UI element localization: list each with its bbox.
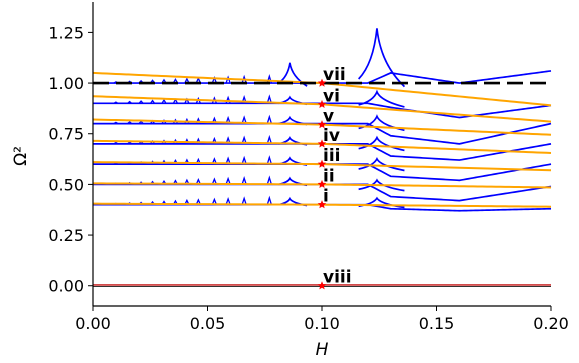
blue-resonance-spike xyxy=(266,114,273,124)
star-marker xyxy=(317,120,327,129)
blue-resonance-spike xyxy=(195,96,201,104)
x-tick-label: 0.05 xyxy=(190,314,226,333)
blue-resonance-spike xyxy=(127,100,133,104)
x-ticks: 0.00 0.05 0.10 0.15 0.20 xyxy=(75,306,569,333)
star-marker xyxy=(317,159,327,168)
blue-resonance-spike xyxy=(225,75,231,84)
star-marker xyxy=(317,78,327,87)
marker-label: iii xyxy=(323,146,340,166)
blue-curve xyxy=(93,143,552,161)
star-marker xyxy=(317,200,327,209)
y-axis-label: Ω² xyxy=(11,146,31,166)
blue-resonance-spike xyxy=(138,100,144,104)
blue-resonance-spike xyxy=(211,177,218,185)
blue-resonance-spike xyxy=(161,98,167,104)
blue-resonance-spike xyxy=(127,121,133,125)
x-tick-label: 0.20 xyxy=(533,314,569,333)
blue-resonance-spike xyxy=(225,176,231,185)
star-marker xyxy=(317,281,327,290)
blue-resonance-spike xyxy=(266,195,273,205)
blue-resonance-peak xyxy=(358,28,406,88)
blue-resonance-spike xyxy=(266,175,273,185)
blue-resonance-spike xyxy=(241,196,247,205)
blue-resonance-spike xyxy=(113,121,119,125)
marker-label: vi xyxy=(323,86,340,106)
blue-resonance-spike xyxy=(149,99,156,104)
x-tick-label: 0.10 xyxy=(304,314,340,333)
marker-label: ii xyxy=(323,166,335,186)
blue-resonance-spike xyxy=(241,155,247,165)
x-tick-label: 0.15 xyxy=(419,314,455,333)
blue-resonance-spike xyxy=(195,178,201,185)
blue-curve xyxy=(93,163,552,182)
marker-label: viii xyxy=(323,268,352,288)
blue-resonance-spike xyxy=(266,94,273,104)
y-tick-label: 1.25 xyxy=(48,23,84,42)
y-tick-label: 1.00 xyxy=(48,74,84,93)
y-tick-label: 0.00 xyxy=(48,277,84,296)
blue-resonance-spike xyxy=(266,155,273,165)
marker-label: iv xyxy=(323,126,340,146)
blue-resonance-spike xyxy=(241,135,247,145)
blue-resonance-spike xyxy=(113,101,119,104)
y-ticks: 0.00 0.25 0.50 0.75 1.00 1.25 xyxy=(48,23,93,296)
blue-resonance-peak xyxy=(358,178,405,192)
blue-resonance-spike xyxy=(184,77,190,84)
y-tick-label: 0.50 xyxy=(48,175,84,194)
x-tick-label: 0.00 xyxy=(75,314,111,333)
blue-resonance-peak xyxy=(358,157,405,172)
marker-label: vii xyxy=(323,65,346,85)
blue-resonance-spike xyxy=(113,141,119,145)
blue-resonance-spike xyxy=(241,115,247,124)
marker-label: v xyxy=(323,107,334,127)
blue-resonance-spike xyxy=(225,196,231,205)
blue-resonance-spike xyxy=(241,176,247,185)
star-marker xyxy=(317,99,327,108)
blue-resonance-peak xyxy=(277,62,308,87)
star-marker xyxy=(317,139,327,148)
blue-resonance-spike xyxy=(266,134,273,145)
blue-resonance-spike xyxy=(195,198,201,205)
blue-resonance-spike xyxy=(241,74,247,84)
blue-resonance-spike xyxy=(211,197,218,205)
star-marker xyxy=(317,179,327,189)
marker-label: i xyxy=(323,187,329,207)
blue-resonance-peak xyxy=(278,115,308,126)
y-tick-label: 0.25 xyxy=(48,226,84,245)
blue-resonance-spike xyxy=(225,156,231,165)
y-tick-label: 0.75 xyxy=(48,125,84,144)
x-axis-label: H xyxy=(316,340,329,360)
blue-resonance-peak xyxy=(358,89,405,108)
